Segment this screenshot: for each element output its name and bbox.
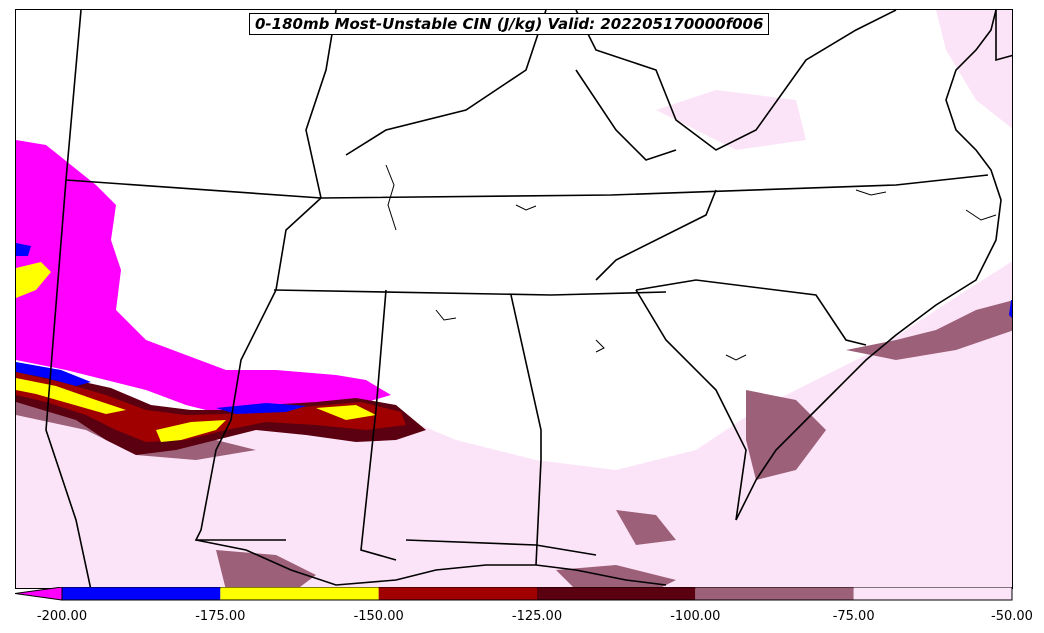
shading-blue [16, 243, 1012, 414]
state-boundaries [45, 10, 1012, 588]
shading-magenta [16, 140, 391, 415]
shading-dark-maroon [16, 370, 426, 455]
map-panel [15, 9, 1013, 589]
coastline [195, 10, 1002, 586]
colorbar-bin [62, 587, 221, 600]
colorbar-extension [15, 587, 63, 601]
colorbar-tick-label: -50.00 [991, 609, 1033, 624]
colorbar-tick-label: -100.00 [670, 609, 721, 624]
map-title: 0-180mb Most-Unstable CIN (J/kg) Valid: … [249, 13, 770, 35]
colorbar-bin [853, 587, 1012, 600]
shading-red [16, 372, 406, 442]
shading-light-pink [16, 10, 1012, 588]
colorbar-bin [220, 587, 379, 600]
colorbar-bin [537, 587, 696, 600]
colorbar-bin [695, 587, 854, 600]
cin-map [16, 10, 1012, 588]
shading-yellow [16, 262, 376, 442]
colorbar-tick-label: -200.00 [36, 609, 88, 624]
colorbar-tick-label: -125.00 [511, 609, 563, 624]
colorbar [15, 587, 1013, 601]
water-features [385, 164, 997, 361]
colorbar-tick-label: -175.00 [195, 609, 246, 624]
colorbar-bin [378, 587, 537, 600]
colorbar-tick-label: -150.00 [353, 609, 404, 624]
colorbar-tick-label: -75.00 [832, 609, 875, 624]
